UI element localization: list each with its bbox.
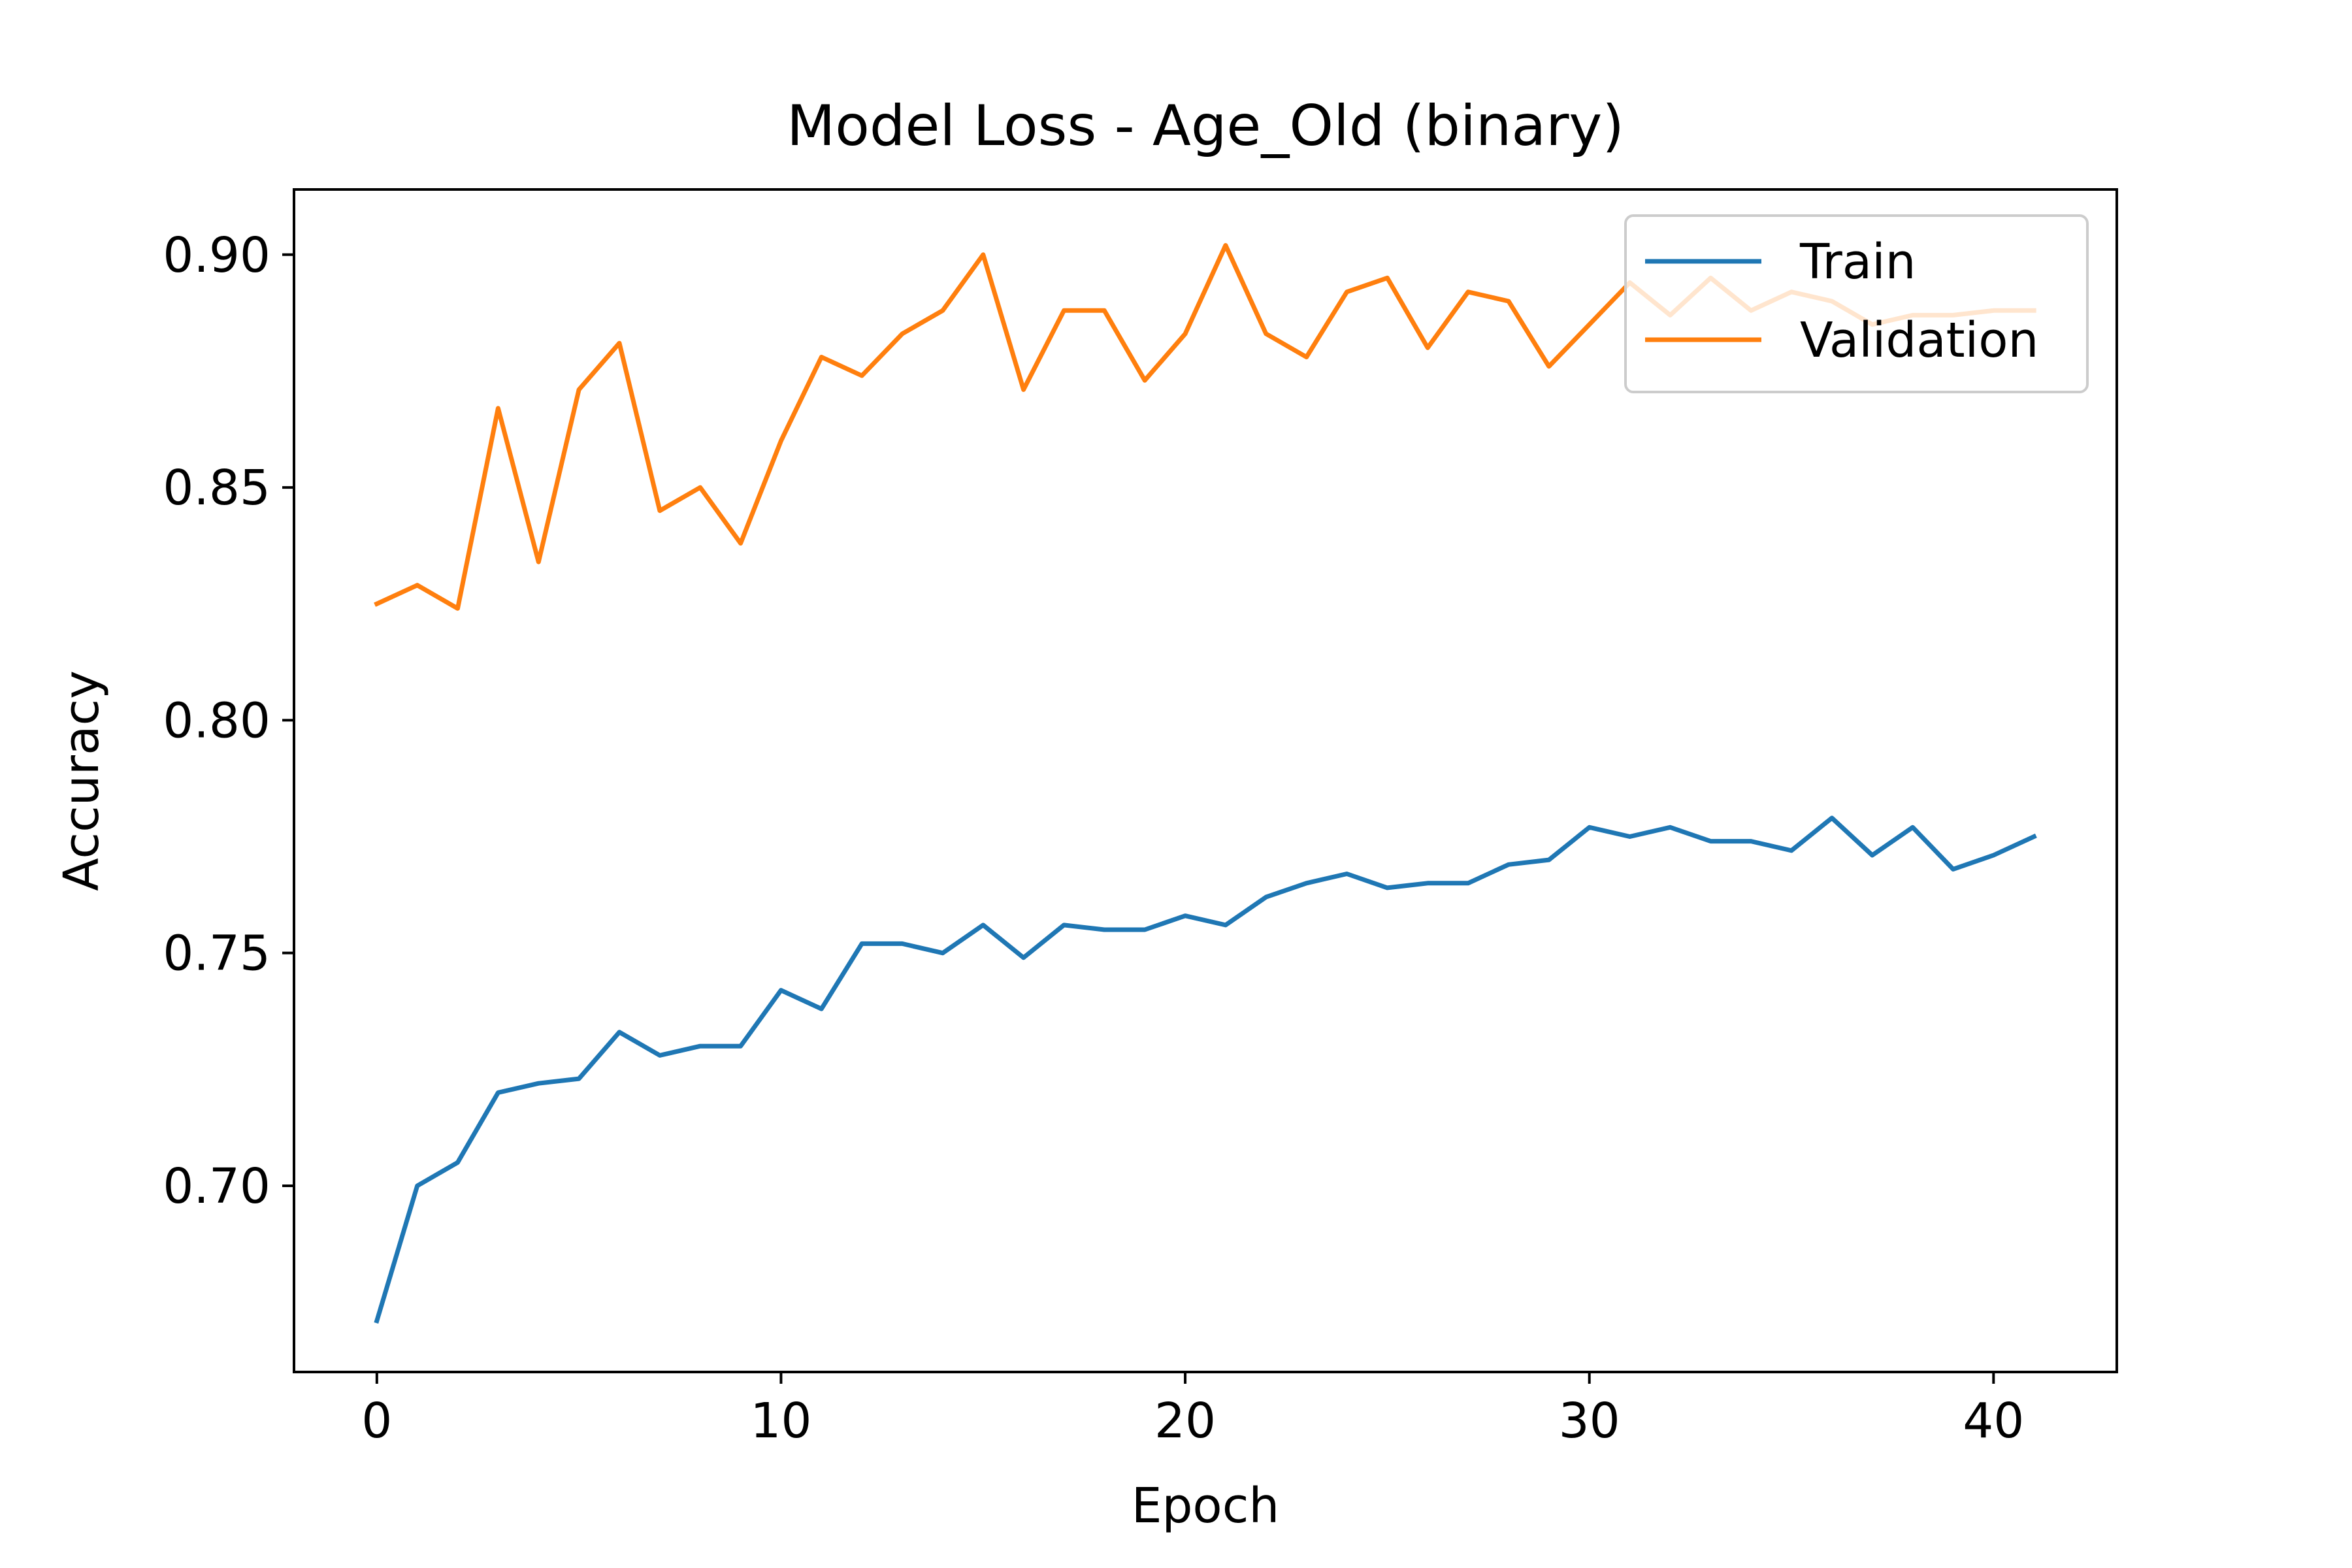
x-tick-label: 20 [1154, 1393, 1216, 1449]
legend: Train Validation [1624, 214, 2089, 393]
y-axis-label: Accuracy [54, 670, 110, 891]
y-tick-label: 0.85 [163, 460, 270, 516]
x-tick-label: 10 [750, 1393, 811, 1449]
y-tick-label: 0.80 [163, 693, 270, 749]
chart-title: Model Loss - Age_Old (binary) [787, 93, 1624, 159]
y-axis-ticks: 0.70 0.75 0.80 0.85 0.90 [163, 227, 294, 1215]
series-line-train [374, 815, 2037, 1324]
y-tick-label: 0.90 [163, 227, 270, 284]
legend-label-validation: Validation [1800, 312, 2038, 368]
x-tick-label: 0 [361, 1393, 392, 1449]
x-tick-label: 40 [1963, 1393, 2024, 1449]
x-axis-label: Epoch [1132, 1478, 1280, 1534]
plot-frame [293, 188, 2118, 1373]
legend-label-train: Train [1799, 234, 1916, 290]
x-tick-label: 30 [1559, 1393, 1620, 1449]
x-axis-ticks: 0 10 20 30 40 [361, 1372, 2024, 1449]
y-tick-label: 0.70 [163, 1158, 270, 1215]
y-tick-label: 0.75 [163, 926, 270, 982]
